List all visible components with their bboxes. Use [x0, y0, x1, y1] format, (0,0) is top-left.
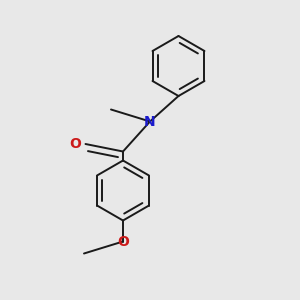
Text: O: O	[69, 137, 81, 151]
Text: N: N	[144, 115, 156, 128]
Text: O: O	[117, 235, 129, 248]
